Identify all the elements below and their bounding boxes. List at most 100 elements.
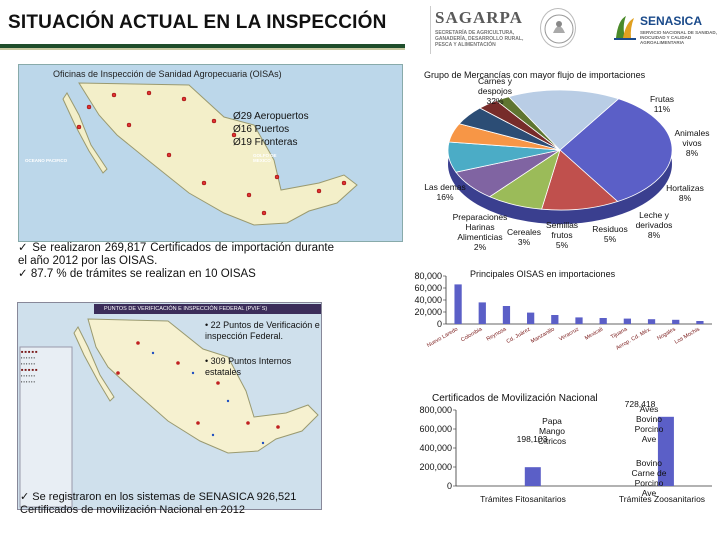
oisas-ytick-4: 0 xyxy=(437,319,442,329)
zoo-annotation-porcino: Porcino xyxy=(634,424,664,434)
oisas-bar-7 xyxy=(623,318,631,324)
pvif-callout-federal: • 22 Puntos de Verificación e inspección… xyxy=(205,320,320,341)
pie-label-harinas-line1: Preparaciones xyxy=(452,212,508,222)
zoo-annotations-low: Bovino Carne de Porcino Ave xyxy=(626,458,672,498)
oisas-bar-0 xyxy=(454,284,462,324)
zoo-annotation-ave: Ave xyxy=(641,434,657,444)
mov-bar-0 xyxy=(524,467,541,486)
zoo-annotation-carne: Carne de xyxy=(631,468,667,478)
pie-label-animales: Animales vivos 8% xyxy=(668,128,716,158)
pie-label-leche-line2: derivados xyxy=(635,220,673,230)
zoo-annotation-bovino-low: Bovino xyxy=(636,458,662,468)
pvif-map: PUNTOS DE VERIFICACIÓN E INSPECCIÓN FEDE… xyxy=(17,302,322,510)
national-seal-icon xyxy=(540,8,576,48)
oisas-bar-4 xyxy=(551,315,559,324)
airports-stat: Ø29 Aeropuertos xyxy=(233,111,309,122)
pie-chart xyxy=(447,89,673,224)
oisas-xtick-7: Tijuana xyxy=(610,326,629,341)
map-caption: Oficinas de Inspección de Sanidad Agrope… xyxy=(53,69,282,79)
pie-label-animales-pct: 8% xyxy=(685,148,699,158)
fito-axis-label: Trámites Fitosanitarios xyxy=(480,494,566,504)
pie-slice-1 xyxy=(541,149,619,211)
pie-label-harinas-line2: Harinas xyxy=(465,222,495,232)
pie-label-frutas-name: Frutas xyxy=(649,94,675,104)
import-certificates-line1: ✓ Se realizaron 269,817 Certificados de … xyxy=(18,242,334,267)
pie-slice-9 xyxy=(507,89,620,151)
pie-label-cereales-pct: 3% xyxy=(517,237,531,247)
pvif-legend: ■ ■ ■ ■ ■ ▪ ▪ ▪ ▪ ▪ ▪ ▪ ▪ ▪ ▪ ▪ ▪ ■ ■ ■ … xyxy=(21,349,38,384)
oisas-xtick-4: Manzanillo xyxy=(530,327,556,345)
pie-label-carnes-pct: 32% xyxy=(486,96,504,106)
ports-stat: Ø16 Puertos xyxy=(233,124,290,135)
map-stats: Ø29 Aeropuertos Ø16 Puertos Ø19 Frontera… xyxy=(233,110,309,149)
pie-label-harinas: Preparaciones Harinas Alimenticias 2% xyxy=(450,212,510,252)
import-certificates-text: ✓ Se realizaron 269,817 Certificados de … xyxy=(18,242,334,281)
pie-label-semillas-line1: Semillas xyxy=(545,220,579,230)
fito-annotation-mango: Mango xyxy=(539,426,565,436)
mexico-map-shape xyxy=(62,82,358,226)
movilizacion-chart-title: Certificados de Movilización Nacional xyxy=(432,393,598,404)
fito-annotation-papa: Papa xyxy=(542,416,562,426)
pacific-ocean-label: OCEANO PACIFICO xyxy=(25,158,68,163)
zoo-value-label: 728,418 xyxy=(624,399,656,409)
mov-bar-1 xyxy=(657,416,674,486)
import-certificates-line2: ✓ 87.7 % de trámites se realizan en 10 O… xyxy=(18,268,256,280)
pie-label-harinas-pct: 2% xyxy=(473,242,487,252)
oisas-bar-10 xyxy=(696,321,704,324)
borders-stat: Ø19 Fronteras xyxy=(233,137,298,148)
oisas-xtick-3: Cd. Juárez xyxy=(506,326,532,345)
senasica-logo-text: SENASICA xyxy=(640,14,703,28)
sagarpa-logo-subtitle: SECRETARÍA DE AGRICULTURA, GANADERÍA, DE… xyxy=(435,30,524,48)
mov-ytick-0: 800,000 xyxy=(419,405,452,415)
pie-label-leche-pct: 8% xyxy=(647,230,661,240)
title-underline xyxy=(0,44,405,48)
pie-chart-title: Grupo de Mercancías con mayor flujo de i… xyxy=(424,70,646,80)
zoo-axis-label: Trámites Zoosanitarios xyxy=(618,494,706,504)
oisas-bar-8 xyxy=(647,319,656,324)
pie-label-leche: Leche y derivados 8% xyxy=(628,210,680,240)
pie-label-residuos-name: Residuos xyxy=(592,224,628,234)
sagarpa-logo: SAGARPA SECRETARÍA DE AGRICULTURA, GANAD… xyxy=(430,6,540,54)
sagarpa-logo-text: SAGARPA xyxy=(435,8,523,27)
mov-ytick-3: 200,000 xyxy=(419,462,452,472)
oisas-xtick-10: Los Mochis xyxy=(674,326,701,345)
oisas-bar-5 xyxy=(575,317,583,324)
oisas-bar-1 xyxy=(478,302,486,324)
pie-label-cereales: Cereales 3% xyxy=(504,227,544,247)
pie-label-leche-line1: Leche y xyxy=(639,210,669,220)
oisas-ytick-3: 20,000 xyxy=(414,307,442,317)
pie-label-cereales-name: Cereales xyxy=(506,227,542,237)
pie-label-carnes-line1: Carnes y xyxy=(477,76,512,86)
pie-label-frutas-pct: 11% xyxy=(653,104,671,114)
fito-annotations: Papa Mango Citricos xyxy=(532,416,572,446)
oisas-ytick-0: 80,000 xyxy=(414,272,442,281)
title-underline-accent xyxy=(0,48,405,50)
pie-label-residuos: Residuos 5% xyxy=(588,224,632,244)
pie-label-residuos-pct: 5% xyxy=(603,234,617,244)
pie-label-frutas: Frutas 11% xyxy=(642,94,682,114)
pie-label-animales-line2: vivos xyxy=(682,138,702,148)
zoo-annotation-aves: Aves xyxy=(639,404,659,414)
fito-annotation-citricos: Citricos xyxy=(537,436,567,446)
pie-label-hortalizas-name: Hortalizas xyxy=(666,183,704,193)
oisas-xtick-6: Mexicali xyxy=(584,327,604,342)
zoo-annotation-ave-low: Ave xyxy=(641,488,657,498)
pie-label-semillas-pct: 5% xyxy=(555,240,569,250)
movilizacion-bar-chart: 800,000 600,000 400,000 200,000 0 xyxy=(419,405,712,491)
oisas-xtick-0: Nuevo Laredo xyxy=(426,327,459,349)
zoo-annotation-bovino: Bovino xyxy=(636,414,662,424)
pie-label-demas-pct: 16% xyxy=(436,192,454,202)
pvif-map-shape xyxy=(19,318,319,508)
oisas-bar-6 xyxy=(599,318,607,324)
pie-slice-0 xyxy=(559,98,673,202)
gulf-label: GOLFO DE MEXICO xyxy=(253,153,277,163)
pie-label-carnes: Carnes y despojos 32% xyxy=(465,76,525,106)
oisas-bar-9 xyxy=(672,319,680,324)
pie-label-hortalizas-pct: 8% xyxy=(678,193,692,203)
oisas-ytick-1: 60,000 xyxy=(414,283,442,293)
oisas-xtick-1: Colombia xyxy=(460,326,484,343)
pie-label-demas: Las demas 16% xyxy=(420,182,470,202)
oisa-map: Oficinas de Inspección de Sanidad Agrope… xyxy=(18,64,403,242)
